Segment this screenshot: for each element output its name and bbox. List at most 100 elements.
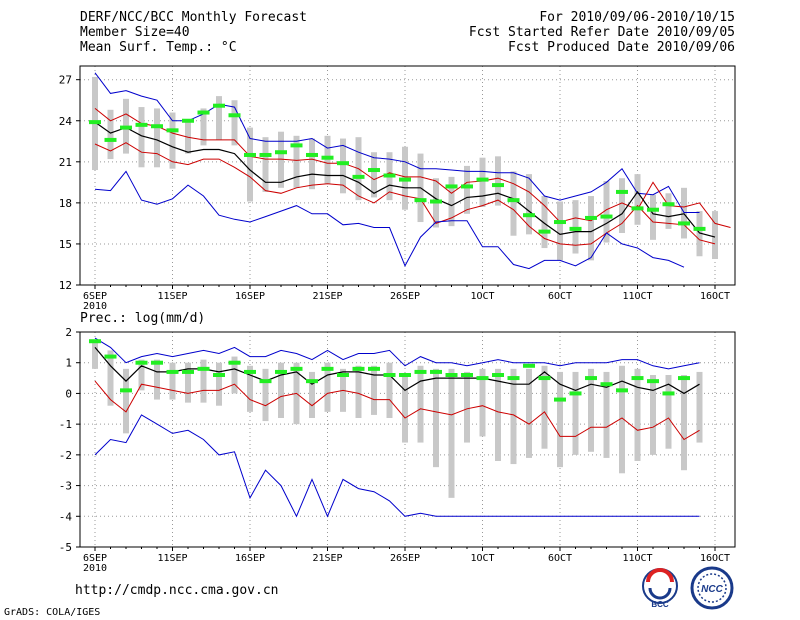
temp-observation-marker [383, 173, 396, 178]
prec-observation-marker [399, 373, 411, 377]
chart-title: DERF/NCC/BCC Monthly Forecast [80, 10, 307, 25]
forecast-period: For 2010/09/06-2010/10/15 [539, 10, 735, 25]
prec-observation-marker [197, 366, 210, 371]
temp-spread-box [247, 127, 253, 202]
prec-observation-marker [662, 391, 675, 396]
temp-spread-low-line [94, 142, 716, 246]
prec-observation-marker [678, 376, 690, 381]
bcc-logo-text: BCC [651, 600, 669, 609]
forecast-produced-date: Fcst Produced Date 2010/09/06 [508, 40, 735, 55]
prec-spread-box [371, 365, 377, 415]
prec-observation-marker [352, 366, 365, 371]
temp-observation-marker [678, 221, 690, 226]
temp-spread-box [650, 194, 656, 240]
temp-spread-box [696, 211, 703, 257]
temp-upper-line [94, 72, 700, 213]
prec-spread-box [479, 368, 486, 437]
temp-spread-box [138, 107, 145, 168]
temp-observation-marker [120, 125, 132, 130]
temp-spread-box [572, 200, 579, 254]
temp-spread-box [479, 157, 486, 207]
prec-spread-box [386, 362, 393, 418]
forecast-started-date: Fcst Started Refer Date 2010/09/05 [468, 25, 735, 40]
prec-spread-box [278, 362, 284, 418]
prec-observation-marker [554, 397, 566, 402]
temp-xtick-label: 11OCT [622, 291, 652, 302]
prec-spread-box [309, 371, 315, 418]
temp-spread-box [107, 109, 114, 160]
temp-observation-marker [414, 198, 427, 203]
temp-ytick-label: 18 [59, 197, 72, 210]
prec-spread-box [588, 368, 594, 452]
prec-ytick-label: -4 [59, 510, 73, 523]
temp-observation-marker [585, 215, 597, 220]
prec-spread-box [200, 359, 207, 403]
prec-spread-box [526, 368, 532, 458]
prec-observation-marker [290, 366, 303, 371]
temp-observation-marker [616, 189, 628, 194]
prec-xtick-label: 11OCT [622, 553, 652, 564]
prec-observation-marker [228, 360, 241, 365]
temp-observation-marker [228, 113, 241, 118]
grads-credit: GrADS: COLA/IGES [4, 607, 101, 618]
temp-spread-box [495, 156, 501, 206]
temp-ytick-label: 15 [59, 238, 72, 251]
prec-observation-marker [647, 379, 659, 384]
header-left: DERF/NCC/BCC Monthly Forecast Member Siz… [80, 10, 307, 55]
temp-mean-line [94, 121, 716, 238]
prec-observation-marker [120, 388, 132, 393]
prec-observation-marker [476, 376, 489, 381]
prec-spread-box [541, 365, 548, 449]
prec-ytick-label: 1 [65, 357, 72, 370]
temp-spread-box [309, 138, 315, 190]
temp-panel: 12 15 18 21 24 27 6SEP 11SEP 16SEP 21SEP 26SEP 1OCT… [59, 65, 736, 312]
prec-ytick-label: -5 [59, 541, 72, 554]
temp-observation-marker [693, 226, 706, 231]
prec-observation-marker [321, 366, 334, 371]
temp-spread-box [371, 152, 377, 198]
temp-spread-box [603, 180, 610, 243]
prec-observation-marker [585, 376, 597, 381]
temp-panel-title: Mean Surf. Temp.: °C [80, 40, 237, 55]
prec-spread-box [572, 371, 579, 455]
prec-spread-box [495, 368, 501, 461]
temp-observation-marker [321, 155, 334, 160]
temp-observation-marker [275, 150, 287, 155]
prec-spread-box [464, 371, 470, 443]
temp-spread-box [665, 193, 672, 229]
prec-ytick-label: 2 [65, 326, 72, 339]
prec-spread-box [185, 362, 191, 403]
prec-spread-box [92, 341, 98, 369]
prec-observation-marker [461, 373, 473, 377]
temp-spread-box [557, 201, 563, 261]
temp-observation-marker [213, 103, 225, 108]
prec-spread-box [169, 362, 176, 400]
temp-spread-box [340, 138, 346, 194]
prec-observation-marker [259, 379, 272, 384]
prec-observation-marker [135, 360, 148, 365]
temp-xtick-label: 16SEP [235, 291, 265, 302]
prec-xtick-label: 6SEP [83, 553, 107, 564]
prec-spread-box [448, 368, 455, 498]
prec-spread-box [603, 371, 610, 458]
temp-ytick-label: 12 [59, 279, 72, 292]
member-size: Member Size=40 [80, 25, 190, 40]
prec-observation-marker [244, 369, 256, 374]
prec-spread-box [216, 362, 222, 406]
temp-spread-box [293, 135, 300, 188]
prec-spread-box [665, 375, 672, 449]
prec-observation-marker [337, 373, 349, 377]
prec-observation-marker [368, 366, 380, 371]
temp-plot-frame [79, 65, 736, 286]
temp-observation-marker [523, 213, 535, 218]
temp-observation-marker [662, 202, 675, 207]
temp-observation-marker [430, 199, 442, 204]
prec-observation-marker [104, 354, 117, 359]
temp-xtick-label: 16OCT [700, 291, 730, 302]
temp-ytick-label: 24 [59, 115, 73, 128]
prec-xtick-label: 21SEP [312, 553, 342, 564]
temp-spread-box [185, 122, 191, 154]
prec-panel-title: Prec.: log(mm/d) [80, 311, 205, 326]
prec-xtick-label: 11SEP [157, 553, 187, 564]
